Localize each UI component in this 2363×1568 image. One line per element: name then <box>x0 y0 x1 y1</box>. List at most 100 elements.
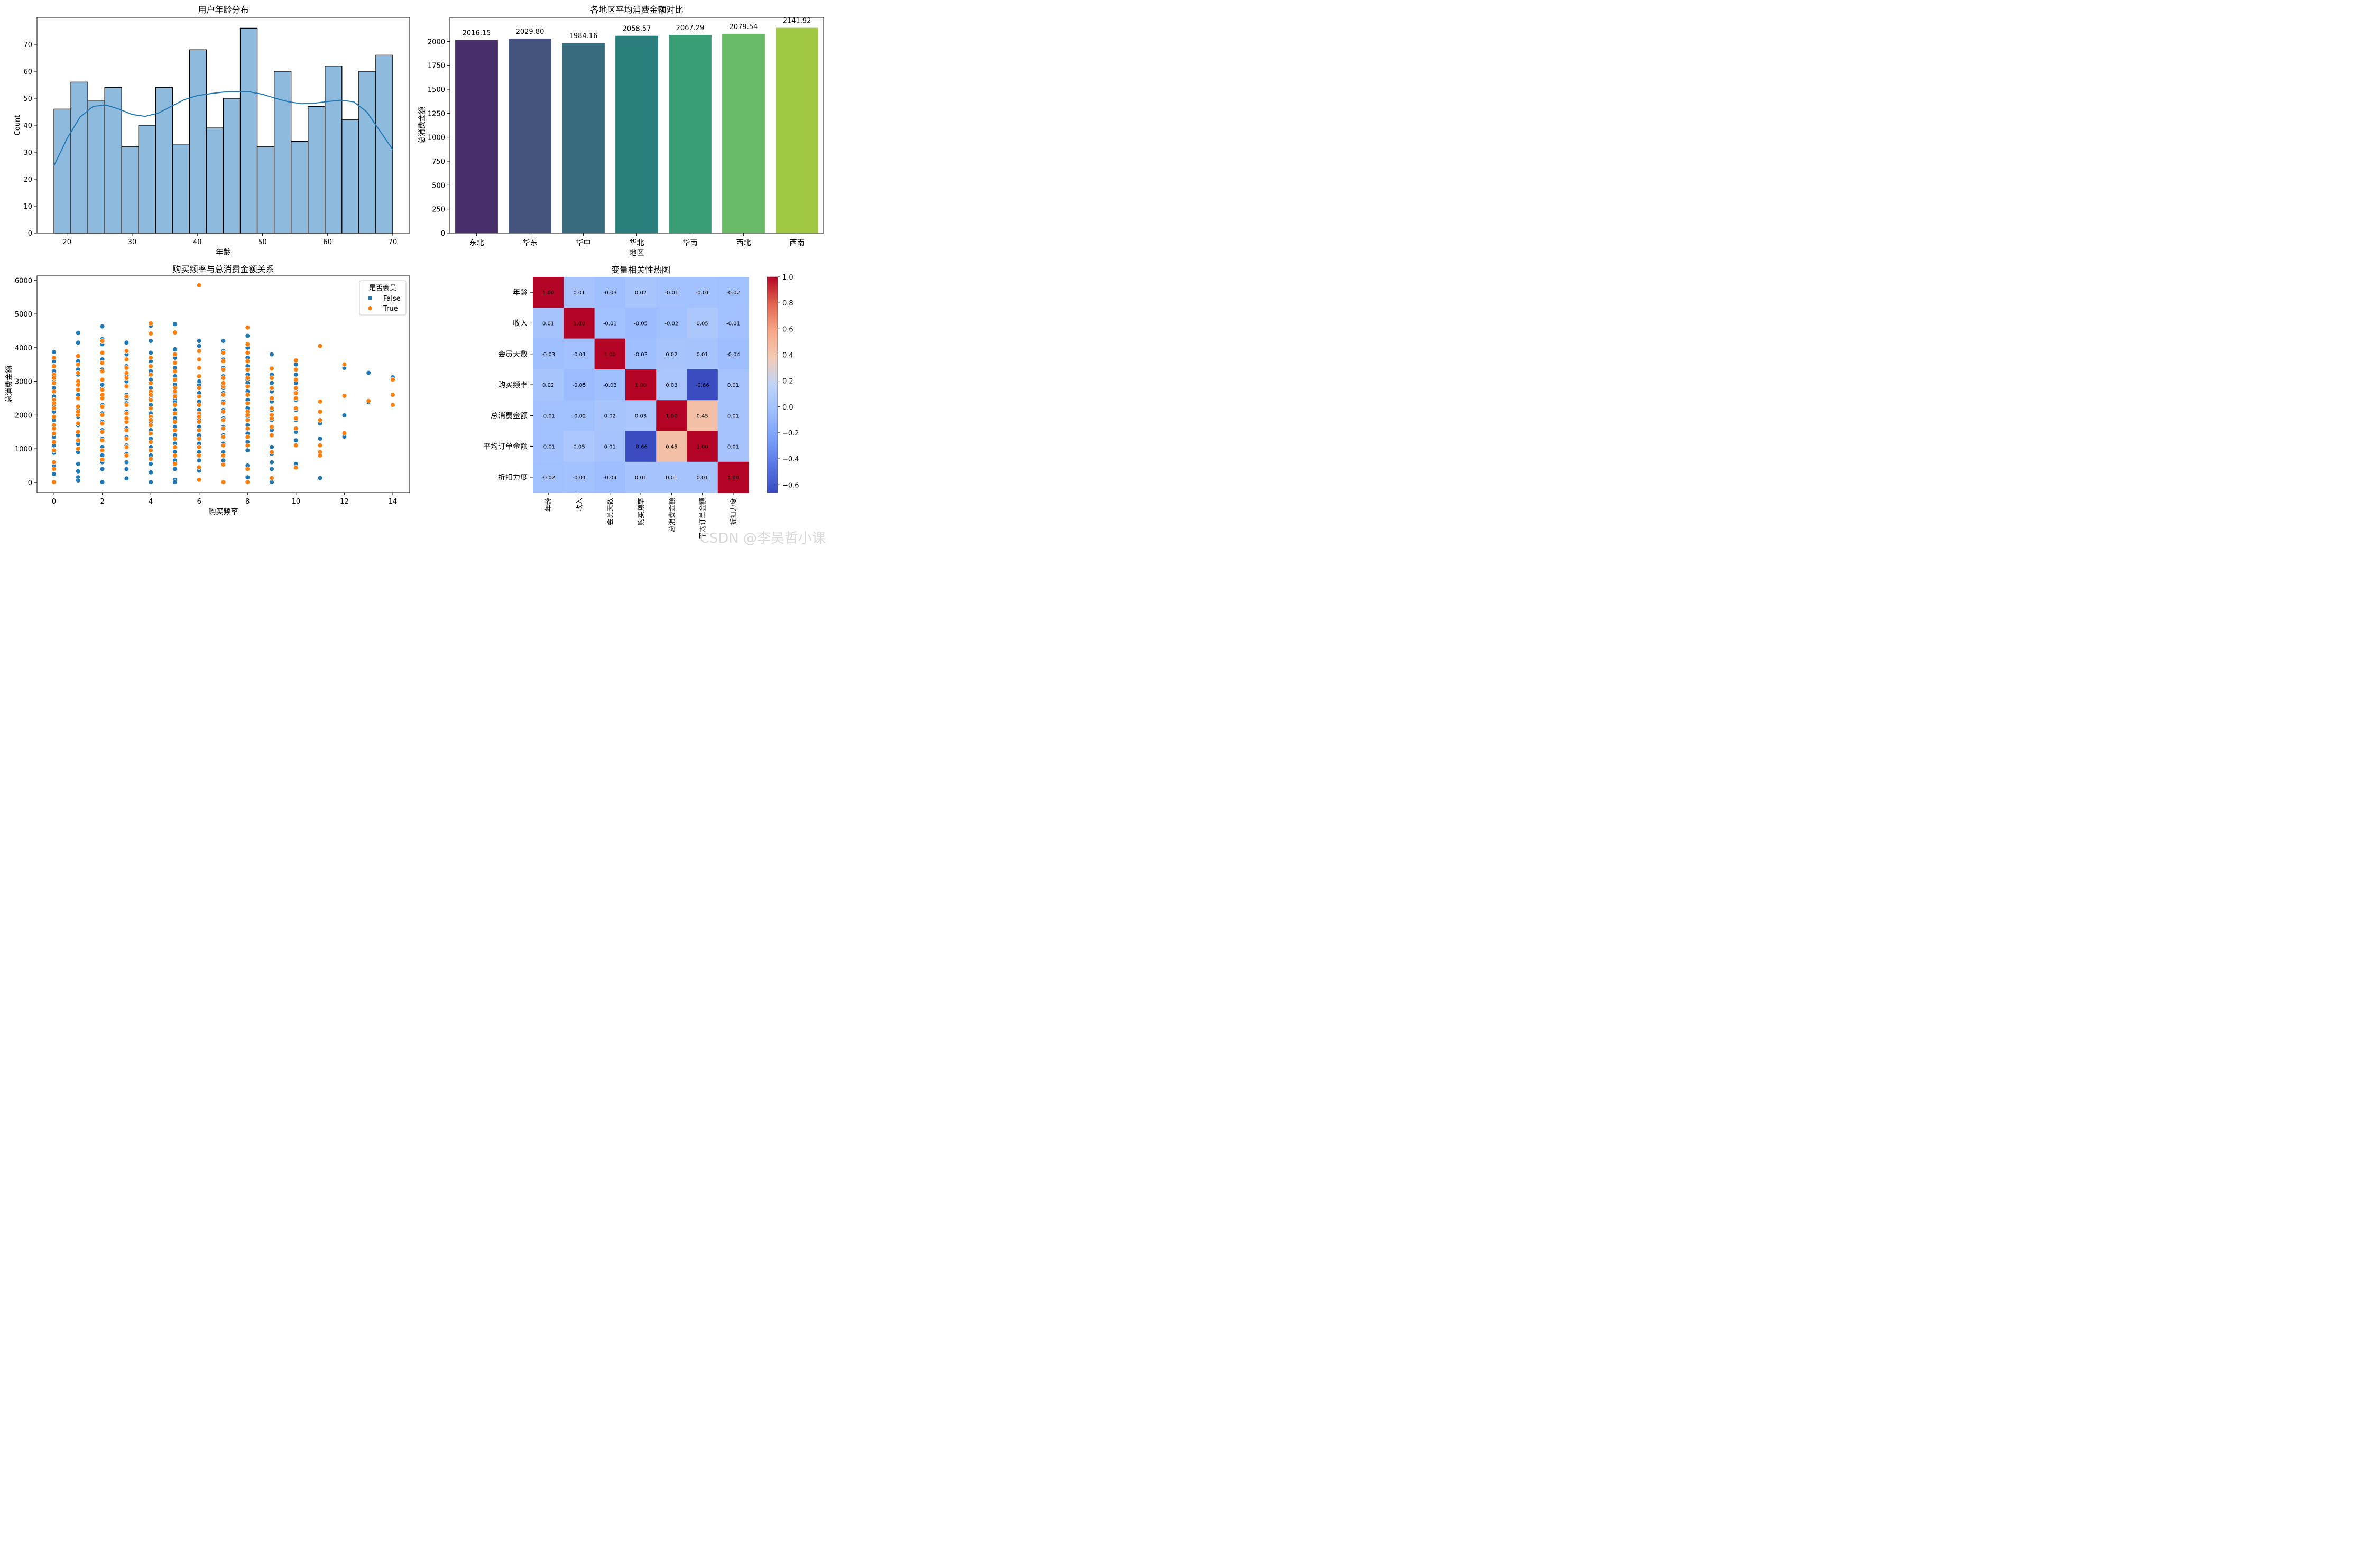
colorbar-tick-label: −0.2 <box>782 430 799 438</box>
heatmap-cell <box>564 461 595 493</box>
scatter-point <box>172 330 178 335</box>
y-tick-label: 750 <box>432 158 445 166</box>
row-label: 折扣力度 <box>498 474 528 482</box>
scatter-point <box>172 411 178 416</box>
scatter-point <box>196 444 202 450</box>
scatter-point <box>76 421 81 426</box>
heatmap-cell <box>687 461 718 493</box>
scatter-point <box>172 479 178 485</box>
y-axis-label: Count <box>14 115 22 136</box>
colorbar <box>767 277 778 493</box>
heatmap-value: -0.01 <box>664 290 678 296</box>
scatter-point <box>148 448 154 453</box>
correlation-heatmap-panel: 1.00 0.01 -0.03 0.02 -0.01 -0.01 -0.020.01 1.00… <box>483 265 799 539</box>
scatter-point <box>76 438 81 443</box>
scatter-point <box>172 368 178 374</box>
scatter-point <box>245 333 251 339</box>
scatter-point <box>390 377 395 383</box>
scatter-point <box>51 459 57 465</box>
scatter-point <box>245 324 251 330</box>
y-tick-label: 6000 <box>15 277 32 285</box>
heatmap-cell <box>656 277 687 308</box>
heatmap-value: -0.02 <box>541 475 555 481</box>
heatmap-cell <box>625 308 657 339</box>
heatmap-value: 1.00 <box>727 475 739 481</box>
scatter-point <box>148 364 154 369</box>
heatmap-cell <box>687 308 718 339</box>
scatter-point <box>196 357 202 362</box>
heatmap-value: 1.00 <box>573 321 585 327</box>
heatmap-value: -0.03 <box>603 383 617 388</box>
x-tick-label: 西北 <box>736 239 751 247</box>
colorbar-tick-label: 0.4 <box>782 351 793 359</box>
legend-title: 是否会员 <box>369 284 396 292</box>
y-tick-label: 0 <box>28 479 32 487</box>
heatmap-value: 1.00 <box>542 290 554 296</box>
x-tick-label: 华东 <box>523 239 538 247</box>
scatter-point <box>269 375 274 381</box>
row-label: 平均订单金额 <box>483 443 528 451</box>
scatter-point <box>245 384 251 389</box>
scatter-point <box>148 350 154 356</box>
scatter-point <box>293 358 299 363</box>
y-tick-label: 20 <box>23 176 32 184</box>
scatter-point <box>99 323 105 329</box>
y-tick-label: 1500 <box>428 86 445 94</box>
region-bar-panel: 2016.15 东北 2029.80 华东 1984.16 华中 2058.57 华北 2067… <box>418 5 824 257</box>
y-tick-label: 40 <box>23 122 32 130</box>
y-tick-label: 500 <box>432 182 445 190</box>
scatter-point <box>245 358 251 364</box>
scatter-point <box>269 444 274 450</box>
scatter-point <box>172 466 178 472</box>
scatter-point <box>124 348 130 354</box>
scatter-point <box>76 429 81 434</box>
heatmap-cell <box>656 400 687 431</box>
heatmap-value: 0.03 <box>666 383 677 388</box>
scatter-point <box>196 402 202 407</box>
bar <box>669 35 712 234</box>
scatter-point <box>99 429 105 434</box>
heatmap-value: -0.01 <box>541 444 555 450</box>
scatter-point <box>124 453 130 458</box>
y-axis-label: 总消费金额 <box>5 366 14 403</box>
chart-title: 变量相关性热图 <box>611 265 670 275</box>
scatter-point <box>51 471 57 477</box>
heatmap-cell <box>656 369 687 401</box>
scatter-point <box>317 398 323 404</box>
scatter-point <box>99 387 105 393</box>
scatter-point <box>148 456 154 461</box>
x-tick-label: 12 <box>340 498 349 506</box>
y-axis-label: 总消费金额 <box>418 107 427 144</box>
bar <box>455 40 498 234</box>
scatter-point <box>76 461 81 467</box>
heatmap-cell <box>625 400 657 431</box>
scatter-point <box>76 404 81 410</box>
scatter-point <box>124 365 130 370</box>
bar-value-label: 2141.92 <box>783 17 811 25</box>
heatmap-value: -0.02 <box>726 290 740 296</box>
scatter-point <box>317 436 323 441</box>
scatter-point <box>245 466 251 472</box>
heatmap-value: 0.01 <box>604 444 616 450</box>
heatmap-cell <box>533 308 564 339</box>
scatter-point <box>172 461 178 467</box>
scatter-point <box>99 360 105 366</box>
scatter-point <box>51 388 57 394</box>
colorbar-tick-label: 1.0 <box>782 274 793 282</box>
scatter-point <box>124 394 130 400</box>
chart-title: 各地区平均消费金额对比 <box>590 5 683 15</box>
scatter-point <box>293 377 299 383</box>
heatmap-value: -0.01 <box>541 413 555 419</box>
scatter-point <box>76 446 81 451</box>
histogram-bar <box>121 146 139 234</box>
bar <box>615 35 658 233</box>
heatmap-cell <box>594 308 626 339</box>
heatmap-cell <box>717 338 749 370</box>
colorbar-tick-label: 0.2 <box>782 378 793 386</box>
scatter-point <box>124 444 130 450</box>
legend-label: True <box>383 305 398 313</box>
histogram-bar <box>172 144 190 234</box>
scatter-point <box>99 382 105 387</box>
scatter-point <box>172 377 178 383</box>
